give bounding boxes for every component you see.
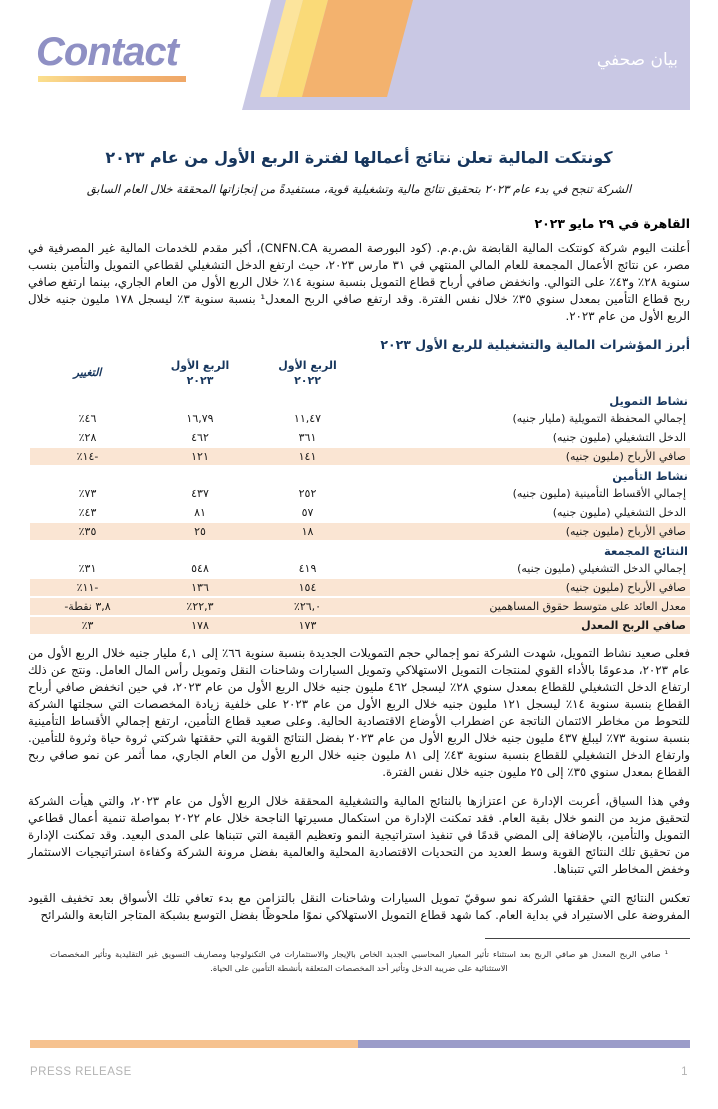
footnote-text: ¹ صافي الربح المعدل هو صافي الربح بعد اس…	[50, 949, 668, 974]
table-row-highlighted: صافي الربح المعدل ١٧٣ ١٧٨ ٣٪	[30, 617, 690, 637]
footer-bar-purple-segment	[358, 1040, 690, 1048]
column-header-change: التغيير	[73, 366, 102, 380]
table-row-highlighted: معدل العائد على متوسط حقوق المساهمين ٢٦,…	[30, 598, 690, 618]
table-section-consolidated: النتائج المجمعة	[603, 544, 688, 559]
footer-row: PRESS RELEASE 1	[30, 1066, 688, 1078]
document-body: كونتكت المالية تعلن نتائج أعمالها لفترة …	[28, 118, 690, 976]
table-row-highlighted: صافي الأرباح (مليون جنيه) ١٥٤ ١٣٦ -١١٪	[30, 579, 690, 599]
column-header-q1-2022: الربع الأول ٢٠٢٢	[278, 358, 337, 387]
column-header-q1-2023: الربع الأول ٢٠٢٣	[170, 358, 230, 387]
contact-logo-text: Contact	[36, 30, 179, 74]
table-row: الدخل التشغيلي (مليون جنيه) ٥٧ ٨١ ٤٣٪	[30, 504, 690, 524]
paragraph-financing-insurance: فعلى صعيد نشاط التمويل، شهدت الشركة نمو …	[28, 646, 691, 780]
financial-highlights-table: الربع الأول ٢٠٢٢ الربع الأول ٢٠٢٣ التغيي…	[30, 356, 690, 637]
header-banner: Contact بيان صحفي	[0, 0, 718, 118]
contact-logo: Contact	[36, 30, 196, 82]
contact-logo-underline	[38, 76, 186, 82]
table-section-insurance: نشاط التأمين	[612, 469, 688, 484]
table-header-row: الربع الأول ٢٠٢٢ الربع الأول ٢٠٢٣ التغيي…	[30, 356, 690, 393]
press-release-banner-label: بيان صحفي	[596, 50, 678, 70]
table-heading: أبرز المؤشرات المالية والتشغيلية للربع ا…	[380, 336, 690, 352]
footer-label: PRESS RELEASE	[30, 1066, 132, 1078]
table-row: إجمالي الدخل التشغيلي (مليون جنيه) ٤١٩ ٥…	[30, 560, 690, 580]
page-title: كونتكت المالية تعلن نتائج أعمالها لفترة …	[105, 148, 613, 167]
table-row-highlighted: صافي الأرباح (مليون جنيه) ١٨ ٢٥ ٣٥٪	[30, 523, 690, 543]
subtitle: الشركة تنجح في بدء عام ٢٠٢٣ بتحقيق نتائج…	[86, 182, 632, 196]
table-row-highlighted: صافي الأرباح (مليون جنيه) ١٤١ ١٢١ -١٤٪	[30, 448, 690, 468]
banner-graphic	[242, 0, 690, 110]
page-number: 1	[681, 1066, 688, 1078]
footer-bar-orange-segment	[30, 1040, 358, 1048]
paragraph-management: وفي هذا السياق، أعربت الإدارة عن اعتزازه…	[28, 794, 691, 877]
footnote-separator	[485, 938, 690, 940]
table-row: إجمالي المحفظة التمويلية (مليار جنيه) ١١…	[30, 410, 690, 430]
paragraph-markets: تعكس النتائج التي حققتها الشركة نمو سوقي…	[28, 891, 690, 923]
paragraph-intro: أعلنت اليوم شركة كونتكت المالية القابضة …	[28, 241, 691, 323]
dateline: القاهرة في ٢٩ مايو ٢٠٢٣	[534, 216, 691, 231]
table-row: إجمالي الأقساط التأمينية (مليون جنيه) ٢٥…	[30, 485, 690, 505]
footer-bar	[30, 1040, 690, 1048]
table-section-financing: نشاط التمويل	[609, 394, 688, 409]
table-row: الدخل التشغيلي (مليون جنيه) ٣٦١ ٤٦٢ ٢٨٪	[30, 429, 690, 449]
